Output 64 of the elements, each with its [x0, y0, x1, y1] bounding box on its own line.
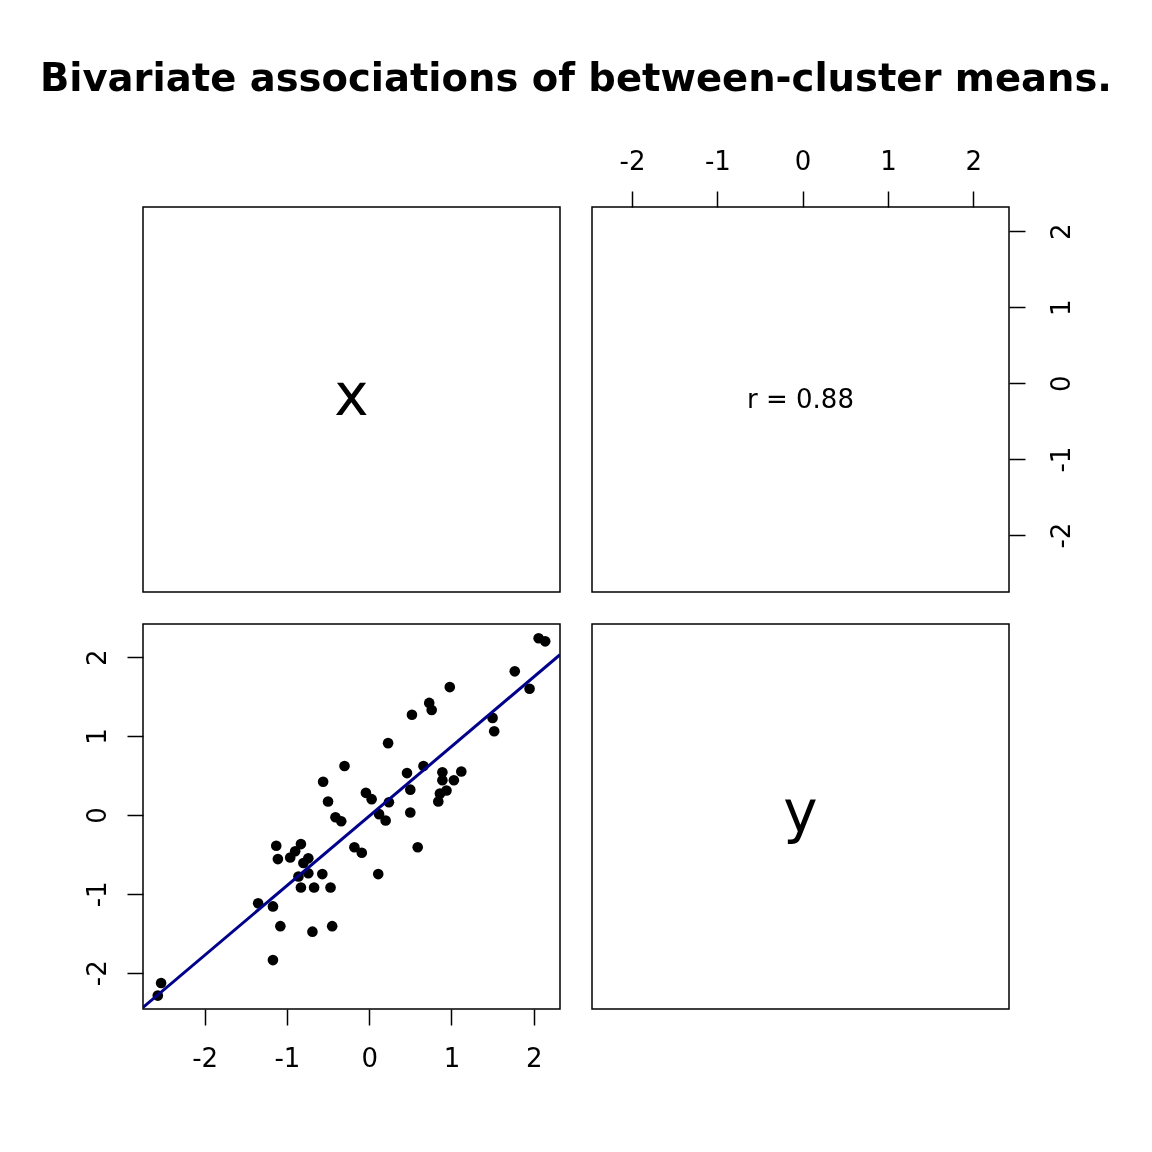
y-tick-label: 0 [81, 807, 112, 824]
point [308, 882, 320, 893]
x-tick-label: -1 [274, 1042, 301, 1073]
point [275, 920, 286, 932]
text: x [334, 360, 369, 429]
annotation: r = 0.88 [747, 383, 854, 414]
point [380, 815, 391, 826]
x-tick-label: -2 [192, 1042, 219, 1073]
point [444, 681, 456, 693]
point [335, 815, 347, 827]
point [437, 767, 448, 778]
y-tick-label: 2 [81, 649, 112, 666]
y-tick-label: 1 [1045, 299, 1076, 317]
point [322, 796, 334, 807]
y-tick-label: -1 [81, 881, 112, 908]
x-tick-label: -1 [704, 145, 731, 176]
y-tick-label: -2 [1045, 522, 1076, 549]
point [524, 683, 535, 694]
point [295, 838, 307, 850]
x-tick-label: 1 [443, 1042, 461, 1073]
y-tick-label: 2 [1045, 223, 1076, 241]
point [295, 882, 307, 893]
point [372, 868, 384, 880]
point [325, 882, 336, 893]
point [303, 853, 314, 864]
text: y [783, 777, 818, 846]
point [326, 920, 338, 932]
point [289, 845, 301, 857]
y-tick-label: 0 [1045, 375, 1076, 392]
point [426, 704, 438, 716]
y-tick-label: -2 [81, 960, 112, 987]
point [509, 666, 521, 677]
point [270, 840, 282, 851]
point [267, 954, 279, 966]
x-tick-label: 0 [794, 145, 812, 176]
point [448, 774, 460, 786]
point [307, 926, 318, 937]
point [382, 737, 394, 749]
point [406, 709, 418, 721]
point [455, 766, 467, 777]
y-tick-label: 1 [81, 728, 112, 745]
point [349, 841, 360, 853]
point [488, 725, 500, 737]
point [317, 776, 329, 788]
x-tick-label: 0 [361, 1042, 378, 1073]
text: Bivariate associations of between-cluster means. [39, 55, 1113, 100]
y-tick-label: -1 [1045, 446, 1076, 473]
point [267, 901, 279, 912]
x-tick-label: 2 [965, 145, 982, 176]
point [401, 767, 413, 779]
point [412, 841, 424, 853]
point [339, 760, 350, 772]
x-tick-label: 1 [880, 145, 897, 176]
point [404, 784, 416, 795]
point [539, 636, 551, 647]
point [356, 847, 368, 859]
point [404, 807, 416, 818]
point [366, 793, 377, 805]
x-tick-label: 2 [525, 1042, 543, 1073]
point [316, 868, 328, 880]
x-tick-label: -2 [619, 145, 646, 176]
point [441, 785, 452, 796]
point [272, 853, 284, 865]
point [155, 977, 167, 989]
